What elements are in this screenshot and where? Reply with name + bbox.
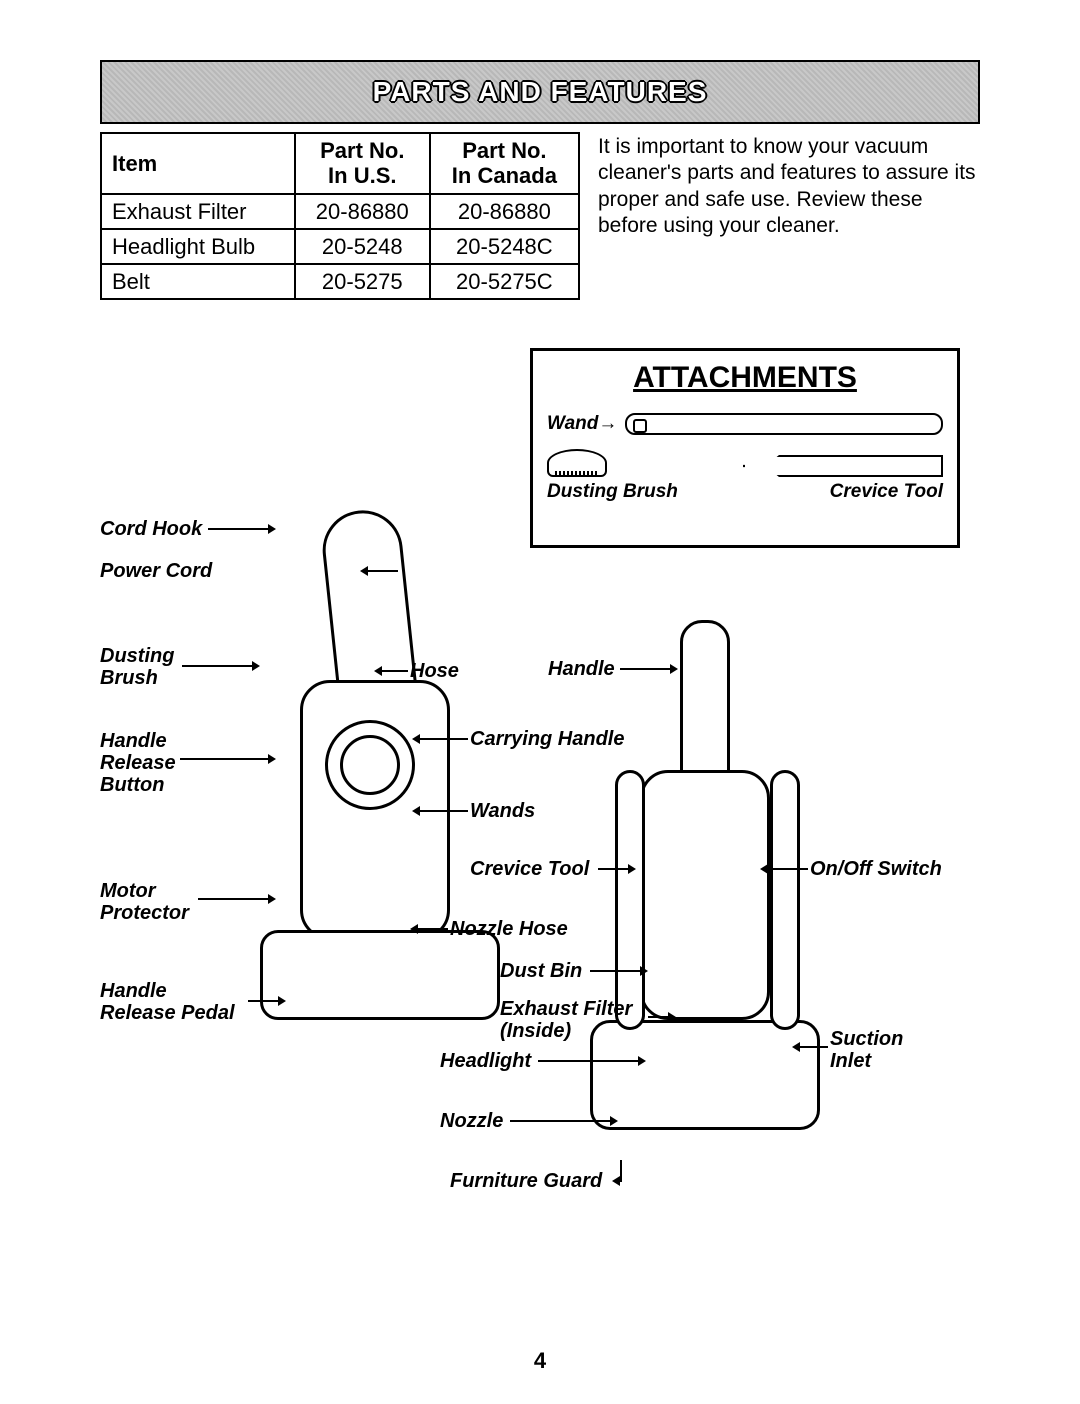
th-ca-text: Part No. In Canada [452, 138, 557, 188]
leader-line [248, 1000, 278, 1002]
table-row: Belt 20-5275 20-5275C [101, 264, 579, 299]
wand-icon [625, 413, 943, 435]
leader-line [648, 1016, 668, 1018]
callout-power-cord: Power Cord [100, 560, 212, 582]
leader-line [368, 570, 398, 572]
cell-ca: 20-5275C [430, 264, 579, 299]
attachment-row-wand: Wand→ [547, 413, 943, 435]
leader-line [768, 868, 808, 870]
vacuum-diagram: Cord Hook Power Cord Dusting Brush Hose … [100, 470, 980, 1230]
intro-paragraph: It is important to know your vacuum clea… [598, 132, 980, 239]
vacuum-front-view [570, 620, 830, 1180]
table-header-row: Item Part No. In U.S. Part No. In Canada [101, 133, 579, 194]
parts-table: Item Part No. In U.S. Part No. In Canada… [100, 132, 580, 300]
callout-dust-bin: Dust Bin [500, 960, 582, 982]
table-row: Exhaust Filter 20-86880 20-86880 [101, 194, 579, 229]
leader-line [620, 1180, 622, 1182]
callout-nozzle-hose: Nozzle Hose [450, 918, 568, 940]
cell-ca: 20-86880 [430, 194, 579, 229]
callout-exhaust-filter-inside: Exhaust Filter (Inside) [500, 998, 632, 1042]
th-us: Part No. In U.S. [295, 133, 430, 194]
th-us-text: Part No. In U.S. [320, 138, 404, 188]
callout-crevice-tool: Crevice Tool [470, 858, 589, 880]
banner-title: PARTS AND FEATURES [373, 76, 708, 107]
leader-line [180, 758, 268, 760]
section-banner: PARTS AND FEATURES [100, 60, 980, 124]
callout-handle-release-pedal: Handle Release Pedal [100, 980, 235, 1024]
leader-line [198, 898, 268, 900]
top-row: Item Part No. In U.S. Part No. In Canada… [100, 132, 980, 300]
cell-us: 20-5248 [295, 229, 430, 264]
wand-label: Wand→ [547, 413, 617, 435]
leader-line [590, 970, 640, 972]
leader-line [598, 868, 628, 870]
callout-hose: Hose [410, 660, 459, 682]
leader-line [208, 528, 268, 530]
leader-line [182, 665, 252, 667]
callout-furniture-guard: Furniture Guard [450, 1170, 602, 1192]
callout-on-off-switch: On/Off Switch [810, 858, 942, 880]
cell-ca: 20-5248C [430, 229, 579, 264]
leader-line [418, 928, 448, 930]
leader-line [620, 668, 670, 670]
vacuum-back-view [240, 510, 500, 1130]
callout-handle: Handle [548, 658, 615, 680]
th-item: Item [101, 133, 295, 194]
callout-headlight: Headlight [440, 1050, 531, 1072]
callout-handle-release-button: Handle Release Button [100, 730, 176, 796]
leader-line [620, 1160, 622, 1180]
leader-line [538, 1060, 638, 1062]
callout-nozzle: Nozzle [440, 1110, 503, 1132]
leader-line [800, 1046, 828, 1048]
callout-carrying-handle: Carrying Handle [470, 728, 624, 750]
cell-item: Exhaust Filter [101, 194, 295, 229]
callout-suction-inlet: Suction Inlet [830, 1028, 903, 1072]
cell-item: Headlight Bulb [101, 229, 295, 264]
callout-motor-protector: Motor Protector [100, 880, 189, 924]
callout-cord-hook: Cord Hook [100, 518, 202, 540]
manual-page: PARTS AND FEATURES Item Part No. In U.S.… [0, 0, 1080, 1404]
wand-label-text: Wand [547, 413, 598, 434]
page-number: 4 [0, 1348, 1080, 1374]
table-row: Headlight Bulb 20-5248 20-5248C [101, 229, 579, 264]
callout-dusting-brush: Dusting Brush [100, 645, 174, 689]
cell-item: Belt [101, 264, 295, 299]
leader-line [510, 1120, 610, 1122]
attachments-title: ATTACHMENTS [547, 361, 943, 395]
cell-us: 20-5275 [295, 264, 430, 299]
leader-line [420, 810, 468, 812]
th-ca: Part No. In Canada [430, 133, 579, 194]
leader-line [382, 670, 408, 672]
callout-wands: Wands [470, 800, 535, 822]
leader-line [420, 738, 468, 740]
cell-us: 20-86880 [295, 194, 430, 229]
